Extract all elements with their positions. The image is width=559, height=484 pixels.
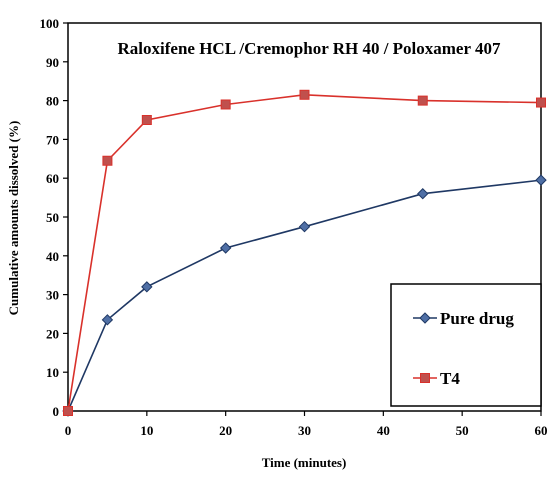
data-point — [298, 220, 311, 233]
y-tick-label: 40 — [46, 249, 59, 264]
x-tick-label: 30 — [298, 423, 311, 438]
y-tick-label: 20 — [46, 326, 59, 341]
data-point — [535, 174, 547, 186]
x-tick-label: 10 — [140, 423, 153, 438]
series-layer — [62, 89, 547, 417]
data-point — [536, 97, 546, 108]
x-tick-label: 60 — [535, 423, 548, 438]
data-point — [219, 242, 232, 254]
data-point — [101, 314, 114, 326]
x-tick-label: 20 — [219, 423, 232, 438]
legend-marker — [419, 312, 431, 324]
y-tick-label: 10 — [46, 365, 59, 380]
data-point — [299, 89, 310, 100]
x-axis-label: Time (minutes) — [262, 455, 347, 470]
y-axis: 0 10 20 30 40 50 60 70 80 90 100 — [40, 16, 68, 419]
series-1 — [63, 89, 546, 416]
legend-label: Pure drug — [440, 309, 514, 328]
x-tick-label: 50 — [456, 423, 469, 438]
y-tick-label: 60 — [46, 171, 59, 186]
legend-label: T4 — [440, 369, 460, 388]
x-axis: 0 10 20 30 40 50 60 — [65, 411, 548, 438]
data-point — [417, 188, 429, 200]
legend: Pure drug T4 — [390, 283, 542, 407]
x-tick-label: 40 — [377, 423, 390, 438]
y-tick-label: 50 — [46, 210, 59, 225]
x-tick-label: 0 — [65, 423, 72, 438]
data-point — [220, 99, 231, 110]
y-tick-label: 30 — [46, 288, 59, 303]
data-point — [141, 281, 153, 293]
legend-marker — [420, 373, 430, 383]
y-tick-label: 100 — [40, 16, 60, 31]
data-point — [63, 406, 73, 416]
data-point — [102, 155, 113, 166]
data-point — [417, 95, 428, 106]
data-point — [141, 115, 152, 125]
y-tick-label: 0 — [53, 404, 60, 419]
legend-box — [390, 283, 542, 407]
y-axis-label: Cumulative amounts dissolved (%) — [6, 121, 21, 316]
y-tick-label: 80 — [46, 94, 59, 109]
y-tick-label: 70 — [46, 132, 59, 147]
chart-title: Raloxifene HCL /Cremophor RH 40 / Poloxa… — [118, 39, 501, 58]
y-tick-label: 90 — [46, 55, 59, 70]
